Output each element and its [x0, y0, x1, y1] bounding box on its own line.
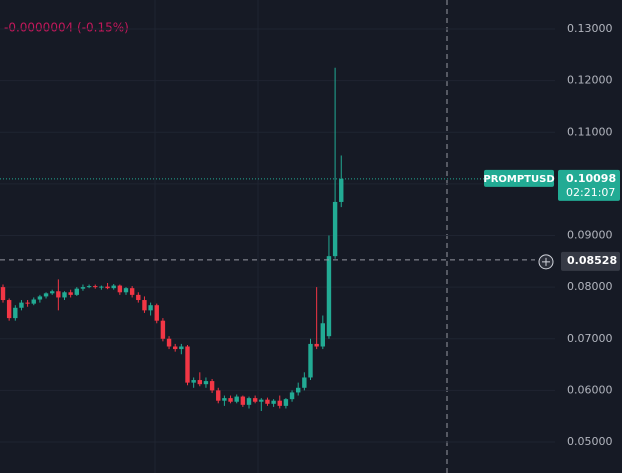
candle-body	[56, 291, 61, 298]
candle-body	[277, 400, 282, 406]
y-tick-label: 0.12000	[567, 74, 613, 87]
candle-body	[191, 380, 196, 383]
candle-body	[6, 300, 12, 319]
last-price-box	[558, 169, 620, 201]
candle-body	[136, 294, 141, 301]
candle-body	[234, 396, 239, 402]
candle-body	[31, 299, 36, 304]
candle-body	[13, 307, 18, 319]
candle-body	[173, 346, 178, 350]
candle-body	[222, 398, 227, 401]
countdown-label: 02:21:07	[566, 186, 615, 199]
candle-body	[50, 291, 55, 294]
change-label: -0.0000004 (-0.15%)	[4, 21, 129, 35]
candle-body	[117, 285, 123, 293]
candle-body	[326, 256, 332, 337]
candle-body	[265, 399, 270, 404]
candle-body	[197, 380, 202, 385]
candle-body	[246, 398, 252, 405]
candle-body	[111, 285, 116, 289]
symbol-label: PROMPTUSD	[483, 174, 554, 185]
y-tick-label: 0.07000	[567, 332, 613, 345]
crosshair-price-box	[561, 251, 620, 271]
candle-body	[142, 300, 147, 311]
candle-body	[314, 343, 319, 347]
candle-body	[154, 305, 159, 321]
candle-body	[228, 398, 233, 402]
y-tick-label: 0.06000	[567, 383, 613, 396]
candle-body	[289, 392, 295, 400]
candle-body	[179, 346, 184, 350]
symbol-label-box	[484, 169, 554, 187]
y-tick-label: 0.08000	[567, 280, 613, 293]
y-tick-label: 0.13000	[567, 22, 613, 35]
candle-body	[105, 286, 110, 289]
candle-body	[86, 286, 92, 288]
candle-body	[302, 377, 307, 388]
last-price-label: 0.10098	[566, 172, 616, 185]
candle-body	[166, 338, 172, 347]
candle-body	[252, 398, 258, 402]
candle-body	[19, 302, 24, 308]
candle-body	[0, 287, 6, 301]
candle-body	[240, 396, 246, 405]
candle-body	[160, 320, 166, 339]
y-tick-label: 0.11000	[567, 125, 613, 138]
candle-body	[339, 178, 344, 202]
y-tick-label: 0.05000	[567, 435, 613, 448]
candle-body	[271, 400, 276, 404]
grid	[154, 0, 259, 473]
crosshair-price-label: 0.08528	[567, 254, 617, 267]
candle-body	[74, 288, 79, 295]
candle-body	[332, 201, 338, 257]
candle-body	[283, 399, 289, 406]
candle-body	[99, 286, 104, 288]
candle-body	[80, 287, 86, 289]
candle-body	[148, 305, 153, 311]
y-tick-label: 0.09000	[567, 229, 613, 242]
candle-body	[209, 381, 215, 391]
candle-body	[25, 302, 30, 304]
candle-body	[62, 292, 67, 298]
candle-body	[216, 390, 221, 401]
candle-body	[43, 293, 49, 297]
candle-body	[203, 381, 209, 385]
candle-body	[129, 288, 135, 295]
candle-body	[259, 399, 264, 402]
candle-body	[320, 323, 325, 347]
candle-body	[296, 387, 301, 393]
candle-body	[68, 292, 73, 295]
candle-body	[123, 288, 129, 293]
candle-body	[37, 296, 43, 300]
candle-body	[93, 286, 98, 288]
candle-body	[308, 343, 313, 378]
candle-body	[185, 346, 190, 383]
